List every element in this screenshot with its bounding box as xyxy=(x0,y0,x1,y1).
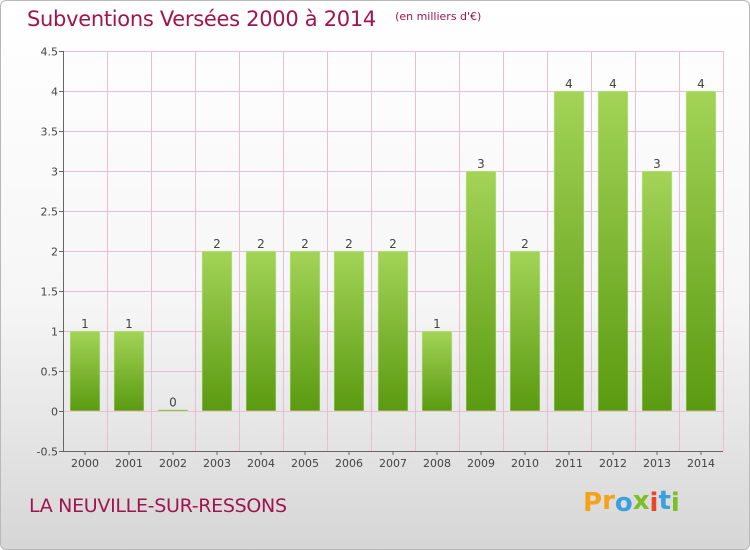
y-tick-label: 4 xyxy=(51,86,58,99)
x-tick-label: 2009 xyxy=(467,457,495,470)
bar-2002 xyxy=(157,409,189,412)
x-tick-label: 2006 xyxy=(335,457,363,470)
data-label-2005: 2 xyxy=(301,237,309,251)
y-tick-labels: -0.5 0 0.5 1 1.5 2 2.5 3 3.5 4 4.5 xyxy=(37,46,58,459)
x-tick-label: 2000 xyxy=(71,457,99,470)
bar-2011 xyxy=(553,90,585,412)
y-tick-label: 0.5 xyxy=(41,366,59,379)
bar-2012 xyxy=(597,90,629,412)
data-label-2012: 4 xyxy=(609,77,617,91)
data-label-2001: 1 xyxy=(125,317,133,331)
proxiti-logo: Proxiti xyxy=(583,486,680,518)
bar-2000 xyxy=(69,330,101,412)
x-tick-label: 2004 xyxy=(247,457,275,470)
data-label-2002: 0 xyxy=(169,396,177,410)
y-tick-label: 2 xyxy=(51,246,58,259)
bar-2014 xyxy=(685,90,717,412)
logo-letter: o xyxy=(614,488,633,518)
x-tick-label: 2002 xyxy=(159,457,187,470)
bar-2003 xyxy=(201,250,233,412)
data-label-2004: 2 xyxy=(257,237,265,251)
x-tick-label: 2011 xyxy=(555,457,583,470)
data-label-2000: 1 xyxy=(81,317,89,331)
data-label-2008: 1 xyxy=(433,317,441,331)
logo-letter: x xyxy=(632,486,650,516)
logo-letter: t xyxy=(658,486,671,516)
x-tick-label: 2012 xyxy=(599,457,627,470)
axes xyxy=(59,51,723,455)
data-label-2009: 3 xyxy=(477,157,485,171)
bar-2004 xyxy=(245,250,277,412)
title-row: Subventions Versées 2000 à 2014 (en mill… xyxy=(27,7,481,31)
y-tick-label: 3 xyxy=(51,166,58,179)
logo-letter: i xyxy=(649,488,659,518)
y-tick-label: 0 xyxy=(51,406,58,419)
x-tick-label: 2014 xyxy=(687,457,715,470)
y-tick-label: 3.5 xyxy=(41,126,59,139)
y-tick-label: 4.5 xyxy=(41,46,59,59)
data-label-2006: 2 xyxy=(345,237,353,251)
bar-2013 xyxy=(641,170,673,412)
x-tick-label: 2013 xyxy=(643,457,671,470)
data-label-2010: 2 xyxy=(521,237,529,251)
y-tick-label: 2.5 xyxy=(41,206,59,219)
place-name: LA NEUVILLE-SUR-RESSONS xyxy=(29,495,287,517)
data-label-2011: 4 xyxy=(565,77,573,91)
y-tick-label: 1.5 xyxy=(41,286,59,299)
data-label-2003: 2 xyxy=(213,237,221,251)
data-label-2013: 3 xyxy=(653,157,661,171)
data-label-2014: 4 xyxy=(697,77,705,91)
x-tick-label: 2001 xyxy=(115,457,143,470)
x-tick-labels: 2000 2001 2002 2003 2004 2005 2006 2007 2008 2009… xyxy=(71,457,715,470)
bar-2008 xyxy=(421,330,453,412)
bar-2006 xyxy=(333,250,365,412)
x-tick-label: 2010 xyxy=(511,457,539,470)
y-tick-label: -0.5 xyxy=(37,446,58,459)
chart-unit: (en milliers d'€) xyxy=(395,10,482,23)
data-labels: 1 1 0 2 2 2 2 2 1 3 2 4 4 3 4 xyxy=(81,77,705,410)
y-tick-label: 1 xyxy=(51,326,58,339)
bar-2010 xyxy=(509,250,541,412)
x-tick-label: 2008 xyxy=(423,457,451,470)
bar-2005 xyxy=(289,250,321,412)
bar-2009 xyxy=(465,170,497,412)
logo-letter: r xyxy=(602,486,615,516)
x-tick-label: 2007 xyxy=(379,457,407,470)
x-tick-label: 2005 xyxy=(291,457,319,470)
data-label-2007: 2 xyxy=(389,237,397,251)
chart-title: Subventions Versées 2000 à 2014 xyxy=(27,7,376,31)
x-tick-label: 2003 xyxy=(203,457,231,470)
logo-letter: P xyxy=(583,488,603,518)
bar-2001 xyxy=(113,330,145,412)
bar-2007 xyxy=(377,250,409,412)
bars xyxy=(69,90,717,412)
logo-letter: i xyxy=(670,488,680,518)
